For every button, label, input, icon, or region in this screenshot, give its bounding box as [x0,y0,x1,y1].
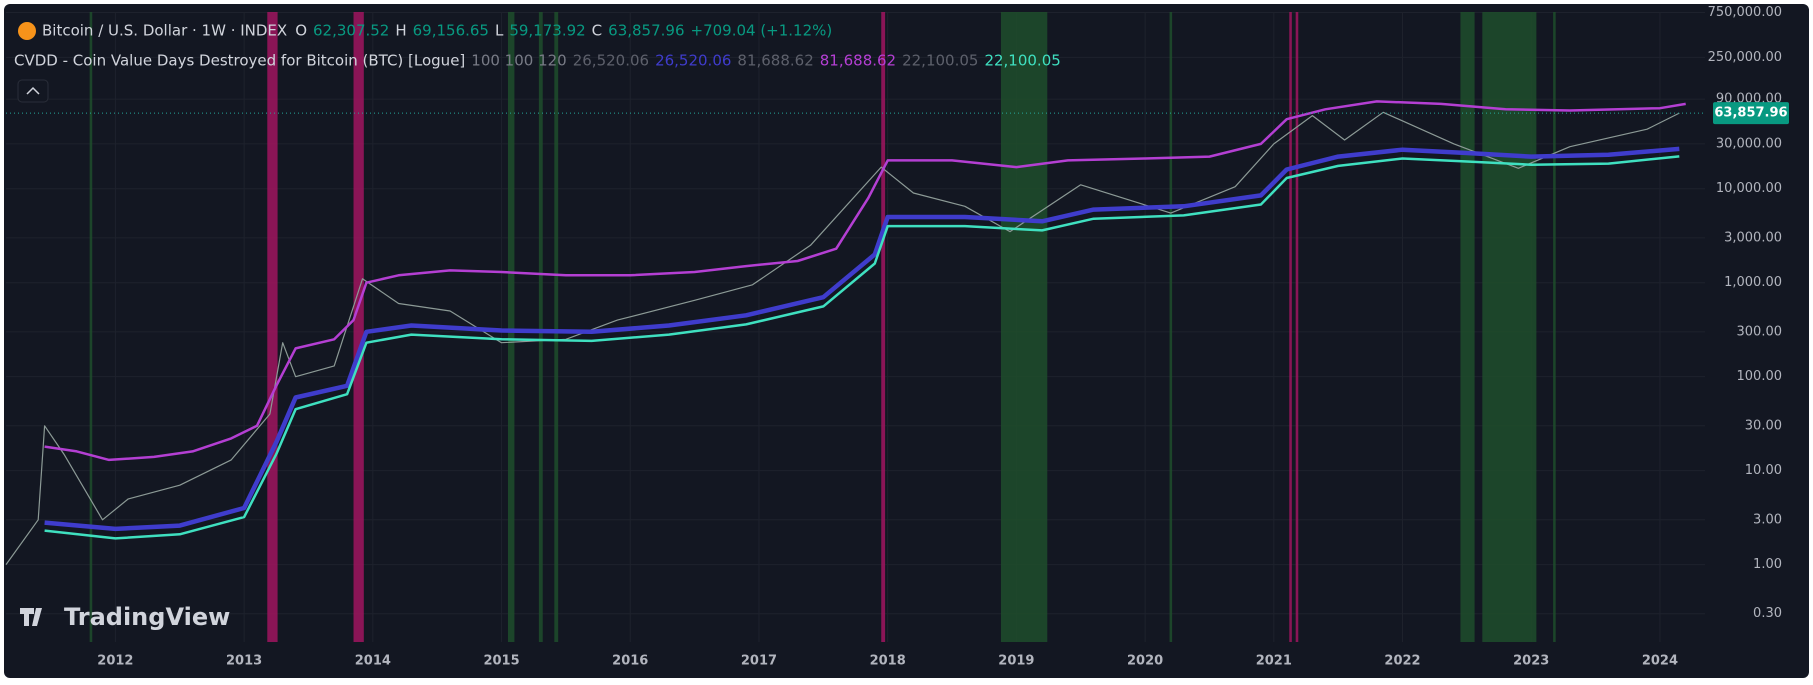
y-tick-label: 300.00 [1737,324,1783,339]
indicator-name: CVDD - Coin Value Days Destroyed for Bit… [14,52,465,70]
value-muted: 26,520.06 [573,52,649,70]
high: 69,156.65 [413,22,489,40]
highlight [1553,12,1556,642]
highlight [1295,12,1299,642]
y-tick-label: 250,000.00 [1708,50,1782,65]
highlight [1460,12,1475,642]
params: 100 100 120 [471,52,566,70]
h-key: H [395,22,406,40]
x-tick-label: 2015 [483,654,519,669]
open: 62,307.52 [313,22,389,40]
x-tick-label: 2020 [1127,654,1163,669]
x-tick-label: 2012 [97,654,133,669]
value: 81,688.62 [820,52,896,70]
highlight [1169,12,1173,642]
x-tick-label: 2022 [1384,654,1420,669]
x-tick-label: 2013 [226,654,262,669]
x-tick-label: 2021 [1256,654,1292,669]
x-tick-label: 2016 [612,654,648,669]
y-tick-label: 1,000.00 [1724,275,1782,290]
series-line [44,155,1680,540]
chevron [26,86,40,95]
close: 63,857.96 [608,22,684,40]
y-tick-label: 750,000.00 [1708,5,1782,20]
highlight [89,12,93,642]
y-tick-label: 10.00 [1745,463,1782,478]
x-tick-label: 2017 [741,654,777,669]
highlight [507,12,515,642]
y-tick-label: 30.00 [1745,418,1782,433]
panel [4,4,1809,678]
price-tag [1713,102,1789,125]
highlight [1289,12,1292,642]
series-line [5,111,1680,565]
value: 26,520.06 [655,52,731,70]
highlight [353,12,364,642]
x-tick-label: 2023 [1513,654,1549,669]
highlight [538,12,543,642]
highlight [267,12,278,642]
value: 22,100.05 [984,52,1060,70]
indicator-legend: CVDD - Coin Value Days Destroyed for Bit… [14,52,1061,70]
highlight [1482,12,1537,642]
l-key: L [495,22,504,40]
price-label: 63,857.96 [1714,106,1787,121]
y-tick-label: 0.30 [1753,606,1782,621]
change: +709.04 (+1.12%) [691,22,833,40]
plot [5,12,1705,642]
c-key: C [592,22,602,40]
x-tick-label: 2019 [998,654,1034,669]
value-muted: 81,688.62 [737,52,813,70]
series-line [44,146,1680,532]
ohlc: O 62,307.52 H 69,156.65 L 59,173.92 C 63,857.96… [295,22,832,40]
highlight [554,12,559,642]
coin-icon [18,22,36,40]
y-tick-label: 1.00 [1753,557,1782,572]
collapse-button[interactable] [17,79,49,103]
o-key: O [295,22,307,40]
y-tick-label: 100.00 [1737,369,1783,384]
y-tick-label: 10,000.00 [1716,181,1782,196]
y-tick-label: 30,000.00 [1716,136,1782,151]
logo: TradingView [64,603,230,631]
y-tick-label: 3,000.00 [1724,230,1782,245]
highlight [881,12,886,642]
x-tick-label: 2018 [870,654,906,669]
symbol: Bitcoin / U.S. Dollar · 1W · INDEX [42,22,287,40]
value-muted: 22,100.05 [902,52,978,70]
highlight [1000,12,1048,642]
x-tick-label: 2014 [355,654,391,669]
series-line [44,100,1686,462]
logo-mark [20,608,42,626]
x-tick-label: 2024 [1642,654,1678,669]
low: 59,173.92 [509,22,585,40]
y-tick-label: 3.00 [1753,512,1782,527]
